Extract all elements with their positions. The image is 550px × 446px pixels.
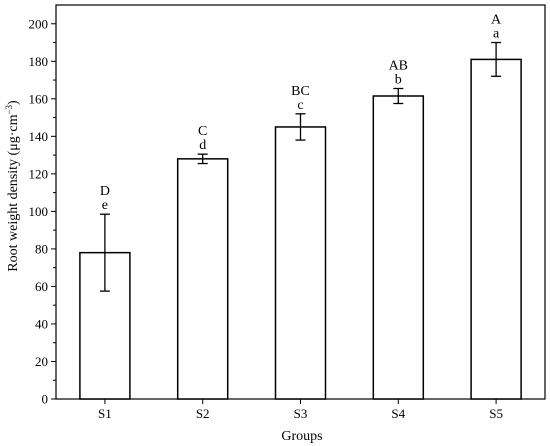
x-axis-ticks: S1 S2 S3 S4 S5	[98, 399, 503, 421]
x-tick-label: S4	[391, 406, 405, 421]
error-bars	[99, 41, 502, 292]
x-tick-label: S3	[294, 406, 308, 421]
y-tick-label: 100	[29, 204, 49, 219]
y-tick-label: 180	[29, 54, 49, 69]
lowercase-letter-label: b	[395, 72, 402, 87]
bar	[176, 158, 229, 400]
bars	[79, 58, 522, 400]
lowercase-letter-label: e	[102, 198, 108, 213]
y-tick-label: 80	[35, 241, 48, 256]
y-tick-label: 40	[35, 316, 48, 331]
uppercase-letter-label: A	[491, 13, 502, 28]
y-axis-label-superscript: −3	[4, 104, 14, 114]
x-tick-label: S2	[196, 406, 210, 421]
x-tick-label: S1	[98, 406, 112, 421]
y-axis-label-main: Root weight density (μg·cm	[6, 114, 21, 271]
y-axis-ticks: 0 20 40 60 80 100 120 140 160 180 200	[29, 16, 56, 407]
bar	[372, 95, 425, 400]
bar	[274, 126, 327, 400]
lowercase-letter-label: d	[199, 138, 206, 153]
lowercase-letter-label: c	[297, 98, 303, 113]
uppercase-letter-label: BC	[291, 84, 310, 99]
uppercase-letter-label: D	[100, 184, 110, 199]
bar	[470, 58, 522, 400]
lowercase-letter-label: a	[493, 27, 500, 42]
uppercase-letter-label: AB	[389, 58, 408, 73]
y-tick-label: 200	[29, 16, 49, 31]
y-tick-label: 20	[35, 354, 48, 369]
uppercase-letter-label: C	[198, 124, 207, 139]
y-axis-label-tail: )	[6, 100, 21, 105]
y-tick-label: 120	[29, 166, 49, 181]
y-axis-label: Root weight density (μg·cm−3)	[4, 100, 21, 272]
y-tick-label: 60	[35, 279, 48, 294]
y-tick-label: 0	[42, 392, 49, 407]
y-tick-label: 160	[29, 91, 49, 106]
x-tick-label: S5	[489, 406, 503, 421]
y-tick-label: 140	[29, 129, 49, 144]
x-axis-label: Groups	[281, 429, 322, 444]
